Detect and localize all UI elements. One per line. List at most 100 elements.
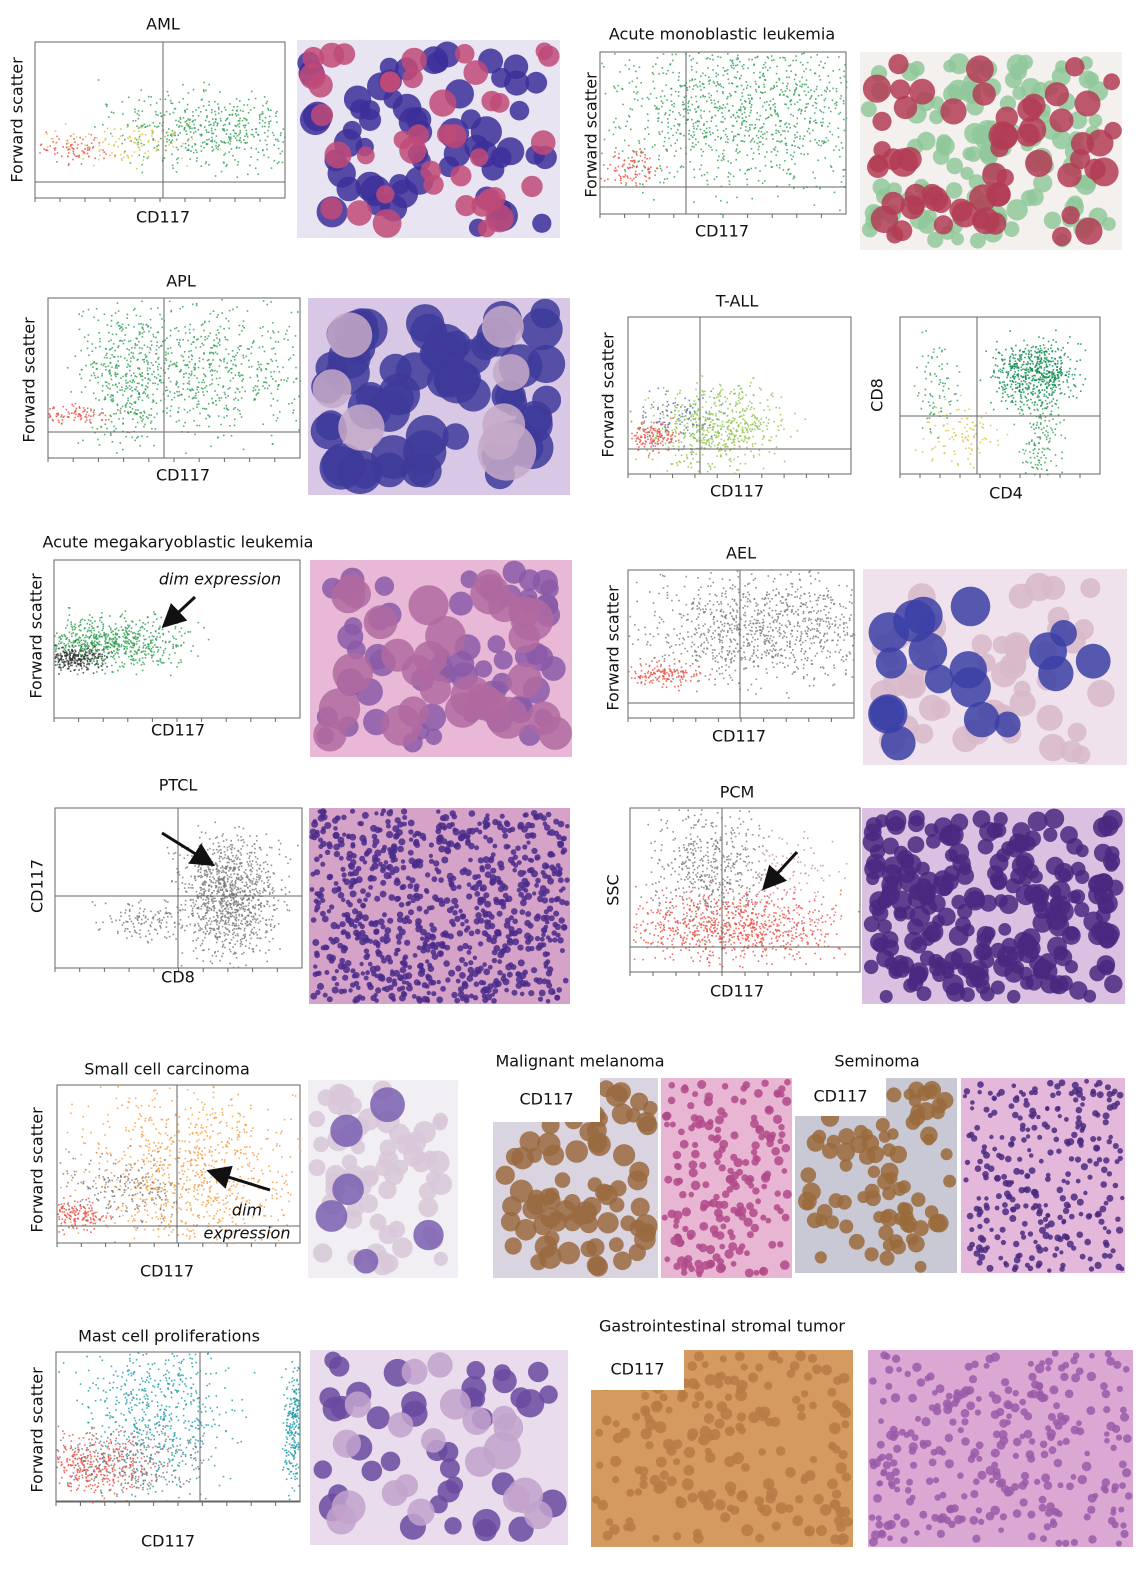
dot: [742, 408, 744, 410]
dot: [202, 407, 204, 410]
dot: [718, 393, 721, 396]
dot: [100, 412, 103, 414]
dot: [661, 130, 664, 133]
dot: [621, 150, 624, 152]
dot: [763, 132, 766, 135]
dot: [686, 457, 689, 460]
dot: [681, 85, 683, 87]
dot: [138, 149, 141, 151]
dot: [603, 138, 606, 141]
dot: [656, 421, 659, 423]
dot: [695, 71, 698, 73]
dot: [168, 139, 171, 141]
dot: [76, 633, 78, 635]
dot: [842, 175, 845, 178]
dot: [272, 331, 275, 334]
dot: [812, 104, 814, 107]
dot: [236, 176, 239, 178]
dot: [728, 392, 731, 395]
dot: [134, 635, 137, 638]
dot: [161, 318, 163, 320]
dot: [122, 430, 124, 433]
dot: [77, 442, 80, 444]
dot: [663, 425, 666, 428]
dot: [1054, 362, 1057, 365]
dot: [834, 107, 837, 110]
dot: [234, 391, 237, 394]
dot: [692, 57, 694, 60]
dot: [678, 433, 680, 435]
dot: [130, 395, 132, 398]
dot: [90, 660, 93, 662]
dot: [674, 142, 677, 145]
dot: [777, 425, 779, 428]
dot: [1024, 374, 1027, 377]
dot: [947, 377, 950, 379]
dot: [745, 100, 747, 103]
dot: [792, 115, 794, 117]
dot: [660, 433, 662, 436]
dot: [50, 138, 53, 140]
dot: [209, 351, 211, 354]
dot: [190, 343, 193, 345]
dot: [1038, 459, 1041, 462]
dot: [241, 386, 244, 388]
dot: [678, 112, 680, 114]
dot: [172, 167, 174, 169]
dot: [145, 324, 148, 326]
dot: [714, 431, 717, 433]
dot: [273, 347, 275, 349]
dot: [53, 406, 55, 408]
dot: [228, 136, 230, 138]
dot: [166, 407, 168, 409]
dot: [692, 436, 695, 438]
dot: [147, 325, 150, 327]
dot: [739, 108, 742, 110]
dot: [90, 374, 93, 377]
dot: [733, 419, 735, 422]
dot: [107, 418, 110, 421]
dot: [1060, 374, 1062, 377]
dot: [922, 438, 925, 440]
dot: [249, 376, 252, 379]
dot: [271, 348, 273, 350]
dot: [692, 426, 694, 428]
dot: [693, 418, 696, 420]
dot: [693, 127, 695, 130]
dot: [643, 428, 646, 431]
dot: [708, 444, 711, 447]
dot: [234, 364, 237, 366]
dot: [646, 113, 649, 115]
dot: [805, 94, 807, 96]
dot: [767, 405, 769, 408]
dot: [994, 376, 997, 378]
dot: [1019, 393, 1022, 396]
dot: [681, 421, 683, 423]
dot: [96, 671, 98, 673]
dot: [659, 165, 661, 167]
dot: [767, 422, 770, 424]
dot: [686, 89, 689, 91]
dot: [177, 645, 179, 647]
dot: [110, 374, 112, 377]
dot: [708, 92, 710, 95]
dot: [256, 374, 258, 376]
dot: [718, 108, 721, 110]
dot: [84, 643, 87, 646]
dot: [80, 643, 83, 646]
dot: [735, 411, 738, 413]
dot: [704, 390, 706, 393]
dot: [1043, 357, 1046, 359]
dot: [145, 356, 147, 359]
dot: [668, 137, 670, 140]
dot: [184, 364, 186, 366]
dot: [773, 85, 775, 87]
dot: [212, 132, 215, 135]
dot: [656, 167, 659, 170]
dot: [635, 152, 638, 155]
dot: [104, 398, 107, 400]
dot: [175, 365, 177, 368]
panel-title: Acute monoblastic leukemia: [609, 25, 835, 44]
dot: [728, 424, 730, 427]
dot: [219, 117, 222, 120]
